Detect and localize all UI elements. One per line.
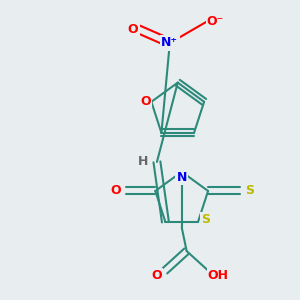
Text: OH: OH — [208, 269, 229, 282]
Text: O⁻: O⁻ — [207, 15, 224, 28]
Text: H: H — [138, 155, 148, 168]
Text: O: O — [140, 95, 151, 108]
Text: S: S — [201, 214, 210, 226]
Text: O: O — [128, 22, 139, 36]
Text: S: S — [245, 184, 254, 197]
Text: N⁺: N⁺ — [161, 37, 178, 50]
Text: O: O — [110, 184, 121, 197]
Text: O: O — [152, 269, 162, 282]
Text: N: N — [176, 171, 187, 184]
